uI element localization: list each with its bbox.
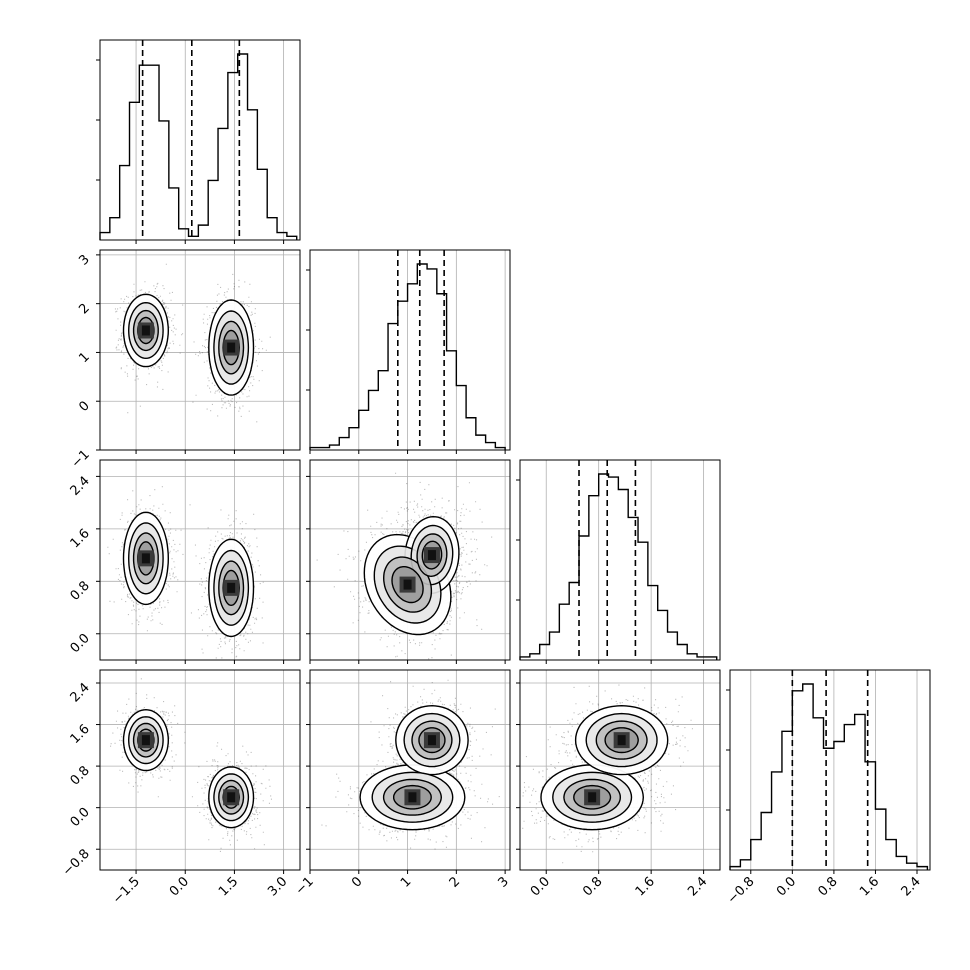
x-tick-label: 2.4 xyxy=(899,874,924,899)
y-tick-label: 2.4 xyxy=(68,680,93,705)
panel-frame xyxy=(99,39,301,241)
x-tick-label: 0.0 xyxy=(528,874,553,899)
y-tick-label: 0.0 xyxy=(68,805,93,830)
x-tick-label: 0.0 xyxy=(774,874,799,899)
y-tick-label: 0.0 xyxy=(68,631,93,656)
histogram-step-line xyxy=(729,683,929,870)
x-tick-label: 1 xyxy=(398,874,414,890)
density-peak xyxy=(403,579,412,590)
scatter-panel-3-2 xyxy=(516,669,721,874)
histogram-panel-2 xyxy=(516,459,721,664)
panel-frame xyxy=(99,459,301,661)
panel-frame xyxy=(309,249,511,451)
y-tick-label: −0.8 xyxy=(60,846,93,879)
density-peak xyxy=(227,792,236,803)
y-tick-label: 0 xyxy=(76,398,92,414)
histogram-step-line xyxy=(519,473,718,660)
panel-content xyxy=(110,678,272,852)
x-tick-labels-0: −1.5 0.0 1.5 3.0 xyxy=(110,874,290,907)
histogram-panel-3 xyxy=(726,669,931,874)
x-tick-label: 0.8 xyxy=(580,874,605,899)
x-tick-label: −1.5 xyxy=(110,874,143,907)
x-tick-labels-1: −1 0 1 2 3 xyxy=(293,874,512,898)
y-tick-label: 2 xyxy=(76,301,92,317)
x-tick-label: −0.8 xyxy=(725,874,758,907)
density-peak xyxy=(141,735,150,746)
x-tick-labels-3: −0.8 0.0 0.8 1.6 2.4 xyxy=(725,874,924,907)
x-tick-label: 1.5 xyxy=(216,874,241,899)
x-tick-label: 1.6 xyxy=(633,874,658,899)
x-tick-label: 2 xyxy=(447,874,463,890)
x-tick-label: 1.6 xyxy=(857,874,882,899)
x-tick-labels-2: 0.0 0.8 1.6 2.4 xyxy=(528,874,711,899)
panel-frame xyxy=(309,459,511,661)
x-tick-label: 0.8 xyxy=(815,874,840,899)
density-peak xyxy=(141,325,150,336)
panel-frame xyxy=(519,669,721,871)
panel-frame xyxy=(99,669,301,871)
y-tick-label: 2.4 xyxy=(68,474,93,499)
x-tick-label: 2.4 xyxy=(685,874,710,899)
scatter-panel-3-0 xyxy=(96,669,301,874)
panel-frame xyxy=(519,459,721,661)
x-tick-label: 0.0 xyxy=(167,874,192,899)
y-tick-label: 1.6 xyxy=(68,526,93,551)
y-tick-labels-2: 0.0 0.8 1.6 2.4 xyxy=(68,474,93,657)
scatter-panel-2-0 xyxy=(96,459,301,664)
density-peak xyxy=(588,792,597,803)
panel-content xyxy=(114,263,271,423)
y-tick-label: 1 xyxy=(76,350,92,366)
y-tick-label: 0.8 xyxy=(68,763,93,788)
scatter-panel-2-1 xyxy=(306,459,511,664)
histogram-step-line xyxy=(309,263,506,450)
density-peak xyxy=(427,735,436,746)
y-tick-labels-3: −0.8 0.0 0.8 1.6 2.4 xyxy=(60,680,93,879)
scatter-panel-1-0 xyxy=(96,249,301,454)
y-tick-label: 0.8 xyxy=(68,579,93,604)
y-tick-labels-1: −1 0 1 2 3 xyxy=(69,252,93,471)
histogram-panel-0 xyxy=(96,39,301,244)
histogram-step-line xyxy=(99,53,298,240)
density-peak xyxy=(141,553,150,564)
panel-content xyxy=(107,486,264,659)
density-peak xyxy=(408,792,417,803)
panel-frame xyxy=(729,669,931,871)
y-tick-label: 1.6 xyxy=(68,722,93,747)
x-tick-label: −1 xyxy=(293,874,317,898)
x-tick-label: 3.0 xyxy=(265,874,290,899)
density-peak xyxy=(617,735,626,746)
panel-content xyxy=(316,472,493,660)
density-peak xyxy=(227,342,236,353)
panel-content xyxy=(321,679,500,850)
scatter-panel-3-1 xyxy=(306,669,511,874)
x-tick-label: 3 xyxy=(495,874,511,890)
density-peak xyxy=(427,550,436,561)
x-tick-label: 0 xyxy=(349,874,365,890)
density-peak xyxy=(227,582,236,593)
y-tick-label: −1 xyxy=(69,447,93,471)
panel-frame xyxy=(309,669,511,871)
y-tick-label: 3 xyxy=(76,252,92,268)
histogram-panel-1 xyxy=(306,249,511,454)
panel-content xyxy=(520,684,693,864)
panel-frame xyxy=(99,249,301,451)
